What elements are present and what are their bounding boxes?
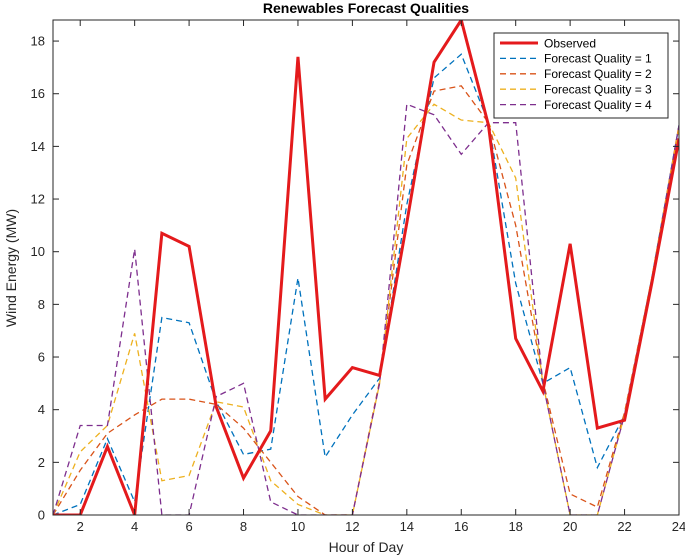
legend-label: Forecast Quality = 4 — [544, 98, 652, 112]
series-line-3 — [53, 103, 679, 515]
y-tick-label: 16 — [31, 86, 45, 101]
x-tick-label: 12 — [345, 519, 359, 534]
series-line-1 — [53, 53, 679, 515]
legend-label: Forecast Quality = 1 — [544, 52, 652, 66]
x-tick-label: 16 — [454, 519, 468, 534]
x-tick-label: 8 — [240, 519, 247, 534]
y-tick-label: 18 — [31, 34, 45, 49]
legend — [493, 32, 669, 119]
x-axis-label: Hour of Day — [329, 539, 404, 555]
x-tick-label: 20 — [563, 519, 577, 534]
plot-frame — [52, 19, 680, 516]
x-tick-label: 6 — [185, 519, 192, 534]
y-axis-label: Wind Energy (MW) — [3, 209, 19, 327]
x-tick-label: 2 — [77, 519, 84, 534]
y-tick-label: 4 — [38, 402, 45, 417]
y-tick-label: 0 — [38, 508, 45, 523]
series-line-4 — [53, 103, 679, 515]
x-tick-label: 14 — [400, 519, 414, 534]
y-tick-label: 2 — [38, 455, 45, 470]
y-tick-label: 6 — [38, 350, 45, 365]
y-tick-label: 12 — [31, 192, 45, 207]
y-tick-label: 14 — [31, 139, 45, 154]
x-tick-label: 22 — [617, 519, 631, 534]
legend-label: Forecast Quality = 2 — [544, 67, 652, 81]
y-tick-label: 8 — [38, 297, 45, 312]
series-line-2 — [53, 85, 679, 515]
x-tick-label: 18 — [508, 519, 522, 534]
y-tick-label: 10 — [31, 244, 45, 259]
chart-title: Renewables Forecast Qualities — [263, 0, 469, 16]
series-line-0 — [53, 20, 679, 515]
x-tick-label: 24 — [672, 519, 685, 534]
x-tick-label: 10 — [291, 519, 305, 534]
legend-label: Observed — [544, 36, 596, 50]
x-tick-label: 4 — [131, 519, 138, 534]
legend-label: Forecast Quality = 3 — [544, 83, 652, 97]
